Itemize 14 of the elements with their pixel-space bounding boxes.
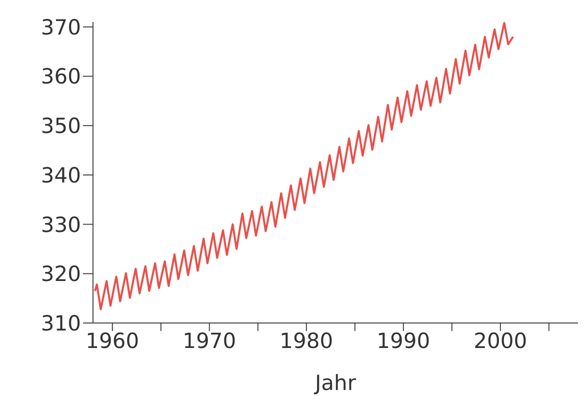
- y-tick-label: 330: [40, 212, 81, 237]
- y-tick-label: 310: [40, 311, 81, 336]
- y-tick-label: 340: [40, 163, 81, 188]
- x-tick-label: 1970: [182, 328, 236, 353]
- x-tick-label: 1980: [280, 328, 334, 353]
- x-tick-label: 1990: [376, 328, 430, 353]
- y-tick-label: 370: [40, 15, 81, 40]
- y-tick-label: 360: [40, 64, 81, 89]
- y-tick-label: 320: [40, 262, 81, 286]
- x-axis-title: Jahr: [312, 371, 356, 395]
- x-tick-label: 1960: [86, 328, 140, 353]
- y-tick-label: 350: [40, 114, 81, 138]
- x-tick-label: 2000: [474, 328, 528, 353]
- line-series: [94, 22, 514, 310]
